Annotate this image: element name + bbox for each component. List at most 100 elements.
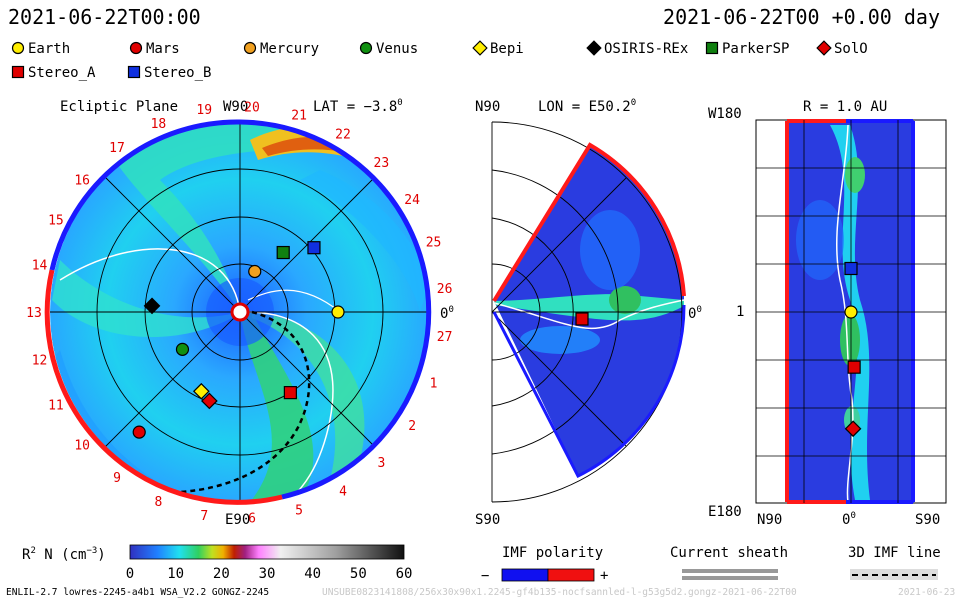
latlon-bottom-left-label: E180 — [708, 504, 742, 520]
latlon-title: R = 1.0 AU — [803, 99, 887, 115]
colorbar-tick-label: 60 — [396, 566, 413, 582]
meridional-stereo-a-marker — [575, 312, 589, 326]
carrington-label: 19 — [196, 103, 212, 118]
legend-label-stereo-a: Stereo_A — [28, 65, 96, 81]
ecliptic-marker-bepi — [192, 382, 210, 400]
colorbar: R2 N (cm−3) 0 10 20 30 40 50 60 — [22, 544, 413, 582]
legend-marker-mercury — [243, 41, 257, 55]
legend-marker-venus — [359, 41, 373, 55]
imf-polarity-plus-swatch — [547, 568, 595, 582]
carrington-label: 20 — [244, 100, 260, 115]
ecliptic-marker-osiris-rex — [143, 297, 161, 315]
carrington-label: 16 — [74, 174, 90, 189]
ecliptic-lat-label: LAT = −3.80 — [313, 98, 403, 115]
ecliptic-marker-stereo-a — [283, 386, 297, 400]
latlon-bottom-label-0: 00 — [842, 511, 856, 528]
meridional-right-label: 00 — [688, 305, 702, 322]
carrington-label: 24 — [404, 193, 420, 208]
footer-faint-date: 2021-06-23 — [898, 587, 955, 598]
meridional-density-map — [494, 145, 685, 476]
legend-label-mars: Mars — [146, 41, 180, 57]
legend-label-mercury: Mercury — [260, 41, 319, 57]
carrington-label: 11 — [48, 398, 64, 413]
carrington-label: 12 — [32, 354, 48, 369]
latlon-marker-stereo-a — [847, 360, 861, 374]
latlon-mid-label: 1 — [736, 304, 744, 320]
carrington-label: 27 — [437, 330, 453, 345]
carrington-label: 18 — [151, 117, 167, 132]
ecliptic-bottom-label: E90 — [225, 512, 250, 528]
carrington-label: 4 — [339, 484, 347, 499]
latlon-marker-stereo-b — [844, 261, 858, 276]
current-sheath-swatch-2 — [682, 576, 778, 580]
meridional-top-label: N90 — [475, 99, 500, 115]
meridional-lon-label: LON = E50.20 — [538, 98, 636, 115]
colorbar-scale — [129, 544, 405, 560]
colorbar-tick-label: 50 — [350, 566, 367, 582]
current-sheath-swatch-1 — [682, 569, 778, 573]
carrington-label: 6 — [248, 512, 256, 527]
imf-line-key: 3D IMF line — [848, 545, 941, 580]
colorbar-tick-label: 10 — [167, 566, 184, 582]
latlon-panel: R = 1.0 AU W180 E180 1 — [708, 99, 947, 528]
carrington-labels: 19 20212223242526271234567891011121314151… — [26, 100, 452, 526]
current-sheath-key: Current sheath — [670, 545, 788, 580]
legend-marker-mars — [129, 41, 143, 55]
carrington-label: 10 — [74, 438, 90, 453]
colorbar-tick-label: 0 — [126, 566, 134, 582]
carrington-label: 9 — [113, 471, 121, 486]
legend-marker-earth — [11, 41, 25, 55]
legend-label-bepi: Bepi — [490, 41, 524, 57]
legend-marker-bepi — [472, 40, 488, 56]
carrington-label: 7 — [200, 509, 208, 524]
carrington-label: 25 — [426, 236, 442, 251]
carrington-label: 13 — [26, 306, 42, 321]
ecliptic-marker-stereo-b — [307, 241, 321, 255]
legend-marker-stereo-a — [11, 65, 25, 79]
latlon-top-left-label: W180 — [708, 106, 742, 122]
legend-label-earth: Earth — [28, 41, 70, 57]
body-legend: Earth Mars Mercury Venus Bepi OSIRIS-REx Parke… — [11, 40, 868, 81]
ecliptic-marker-solo — [201, 392, 218, 410]
meridional-bottom-label: S90 — [475, 512, 500, 528]
carrington-label: 17 — [109, 141, 125, 156]
carrington-label: 3 — [377, 456, 385, 471]
ecliptic-marker-venus — [175, 342, 190, 356]
latlon-marker-earth — [844, 305, 858, 319]
footer-faint-run-id: UNSUBE0823141808/256x30x90x1.2245-gf4b13… — [322, 587, 797, 598]
meridional-panel: N90 LON = E50.20 00 S90 — [475, 98, 702, 528]
colorbar-tick-label: 40 — [304, 566, 321, 582]
colorbar-label: R2 N (cm−3) — [22, 546, 106, 563]
ecliptic-panel: Ecliptic Plane W90 LAT = −3.80 — [26, 98, 454, 528]
legend-marker-osiris-rex — [586, 40, 602, 56]
carrington-label: 15 — [48, 214, 64, 229]
ecliptic-right-label: 00 — [440, 305, 454, 322]
timestamp-left: 2021-06-22T00:00 — [8, 5, 201, 29]
legend-marker-stereo-b — [127, 65, 141, 79]
ecliptic-rim-minus — [239, 119, 432, 500]
legend-label-stereo-b: Stereo_B — [144, 65, 211, 81]
ecliptic-marker-parkersp — [276, 245, 290, 260]
ecliptic-marker-mercury — [248, 264, 262, 279]
sun-marker — [230, 302, 250, 322]
colorbar-tick-label: 30 — [259, 566, 276, 582]
ecliptic-rim-minus-2 — [49, 119, 241, 271]
timestamp-right: 2021-06-22T00 +0.00 day — [663, 5, 940, 29]
carrington-label: 14 — [32, 258, 48, 273]
legend-label-solo: SolO — [834, 41, 868, 57]
carrington-label: 26 — [437, 282, 453, 297]
carrington-label: 22 — [335, 128, 351, 143]
latlon-bottom-label-s90: S90 — [915, 512, 940, 528]
meridional-rim-plus — [492, 142, 686, 303]
imf-line-title: 3D IMF line — [848, 545, 941, 561]
ecliptic-marker-earth — [331, 305, 345, 319]
ecliptic-title: Ecliptic Plane — [60, 99, 178, 115]
imf-polarity-plus: + — [600, 568, 608, 584]
carrington-label: 21 — [291, 109, 307, 124]
latlon-bottom-label-n90: N90 — [757, 512, 782, 528]
imf-polarity-title: IMF polarity — [502, 545, 603, 561]
ecliptic-top-label: W90 — [223, 99, 248, 115]
footer-run-info: ENLIL-2.7 lowres-2245-a4b1 WSA_V2.2 GONG… — [6, 587, 269, 598]
carrington-label: 5 — [295, 503, 303, 518]
